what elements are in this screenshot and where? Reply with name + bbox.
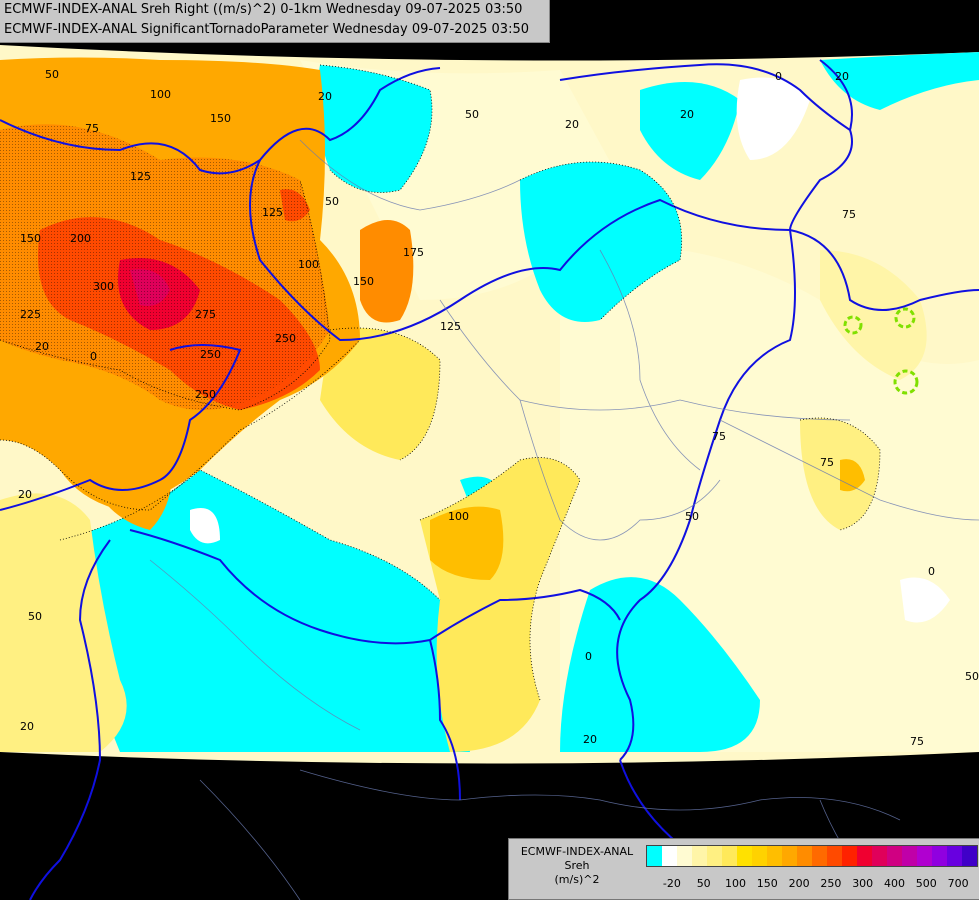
legend-swatch [767,846,782,866]
title-line-2: ECMWF-INDEX-ANAL SignificantTornadoParam… [4,22,529,37]
cyan-region-center-east [520,162,682,322]
contour-label: 50 [465,108,479,121]
legend-tick-label: 250 [820,877,842,890]
legend-swatch [707,846,722,866]
contour-label: 50 [325,195,339,208]
legend-swatch [902,846,917,866]
contour-label: 20 [583,733,597,746]
contour-label: 75 [712,430,726,443]
contour-label: 50 [685,510,699,523]
contour-label: 20 [20,720,34,733]
legend-ticks: -20 50 100 150 200 250 300 400 500 700 [646,877,976,893]
contour-label: 150 [20,232,41,245]
contour-label: 275 [195,308,216,321]
contour-label: 0 [585,650,592,663]
orange-streak-center [360,220,414,323]
legend-swatch [917,846,932,866]
contour-label: 100 [448,510,469,523]
contour-label: 50 [45,68,59,81]
contour-label: 20 [318,90,332,103]
contour-lines [0,64,881,701]
contour-label: 75 [842,208,856,221]
legend-swatch [887,846,902,866]
contour-label: 200 [70,232,91,245]
contour-label: 175 [403,246,424,259]
legend-swatch [752,846,767,866]
title-line-1: ECMWF-INDEX-ANAL Sreh Right ((m/s)^2) 0-… [4,2,523,17]
legend-tick-label: 700 [947,877,969,890]
legend-tick-label: 150 [756,877,778,890]
legend-swatch [692,846,707,866]
contour-label: 0 [90,350,97,363]
legend-variable: Sreh [564,859,590,872]
legend-model: ECMWF-INDEX-ANAL [520,845,634,858]
contour-label: 50 [28,610,42,623]
stp-markers [843,307,919,395]
contour-label: 225 [20,308,41,321]
contour-label: 75 [820,456,834,469]
color-legend: ECMWF-INDEX-ANAL Sreh (m/s)^2 -20 50 100 15… [508,838,979,900]
legend-swatch [932,846,947,866]
legend-swatch [797,846,812,866]
contour-label: 20 [680,108,694,121]
contour-label: 250 [200,348,221,361]
contour-label: 20 [18,488,32,501]
legend-swatch [962,846,977,866]
legend-swatch [647,846,662,866]
contour-label: 20 [35,340,49,353]
legend-tick-label: 100 [725,877,746,890]
legend-tick-label: 400 [884,877,905,890]
legend-swatch [857,846,872,866]
contour-labels: 5010015075125200150225300275250250125100… [18,68,979,748]
title-box: ECMWF-INDEX-ANAL Sreh Right ((m/s)^2) 0-… [0,0,550,43]
legend-swatch [782,846,797,866]
contour-label: 250 [275,332,296,345]
region-boundaries [149,139,979,900]
contour-label: 75 [85,122,99,135]
cyan-region-north-center [316,65,432,193]
cyan-region-south-west [60,470,470,752]
contour-label: 150 [353,275,374,288]
legend-title: ECMWF-INDEX-ANAL Sreh (m/s)^2 [513,845,641,887]
contour-label: 125 [262,206,283,219]
contour-label: 300 [93,280,114,293]
contour-label: 250 [195,388,216,401]
contour-label: 125 [130,170,151,183]
contour-label: 100 [150,88,171,101]
legend-swatch [872,846,887,866]
contour-label: 150 [210,112,231,125]
contour-label: 75 [910,735,924,748]
contour-label: 100 [298,258,319,271]
contour-label: 0 [928,565,935,578]
legend-swatch [842,846,857,866]
legend-swatch [827,846,842,866]
legend-swatches [646,845,978,867]
legend-unit: (m/s)^2 [554,873,600,886]
legend-swatch [737,846,752,866]
legend-tick-label: -20 [662,877,681,890]
contour-label: 0 [775,70,782,83]
legend-swatch [722,846,737,866]
legend-tick-label: 500 [915,877,937,890]
contour-label: 20 [835,70,849,83]
legend-tick-label: 50 [696,877,711,890]
contour-label: 125 [440,320,461,333]
contour-label: 20 [565,118,579,131]
legend-swatch [947,846,962,866]
legend-tick-label: 200 [788,877,810,890]
legend-swatch [812,846,827,866]
legend-swatch [662,846,677,866]
contour-label: 50 [965,670,979,683]
legend-tick-label: 300 [852,877,874,890]
legend-swatch [677,846,692,866]
